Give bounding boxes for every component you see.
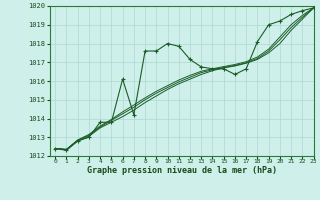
X-axis label: Graphe pression niveau de la mer (hPa): Graphe pression niveau de la mer (hPa) <box>87 166 276 175</box>
